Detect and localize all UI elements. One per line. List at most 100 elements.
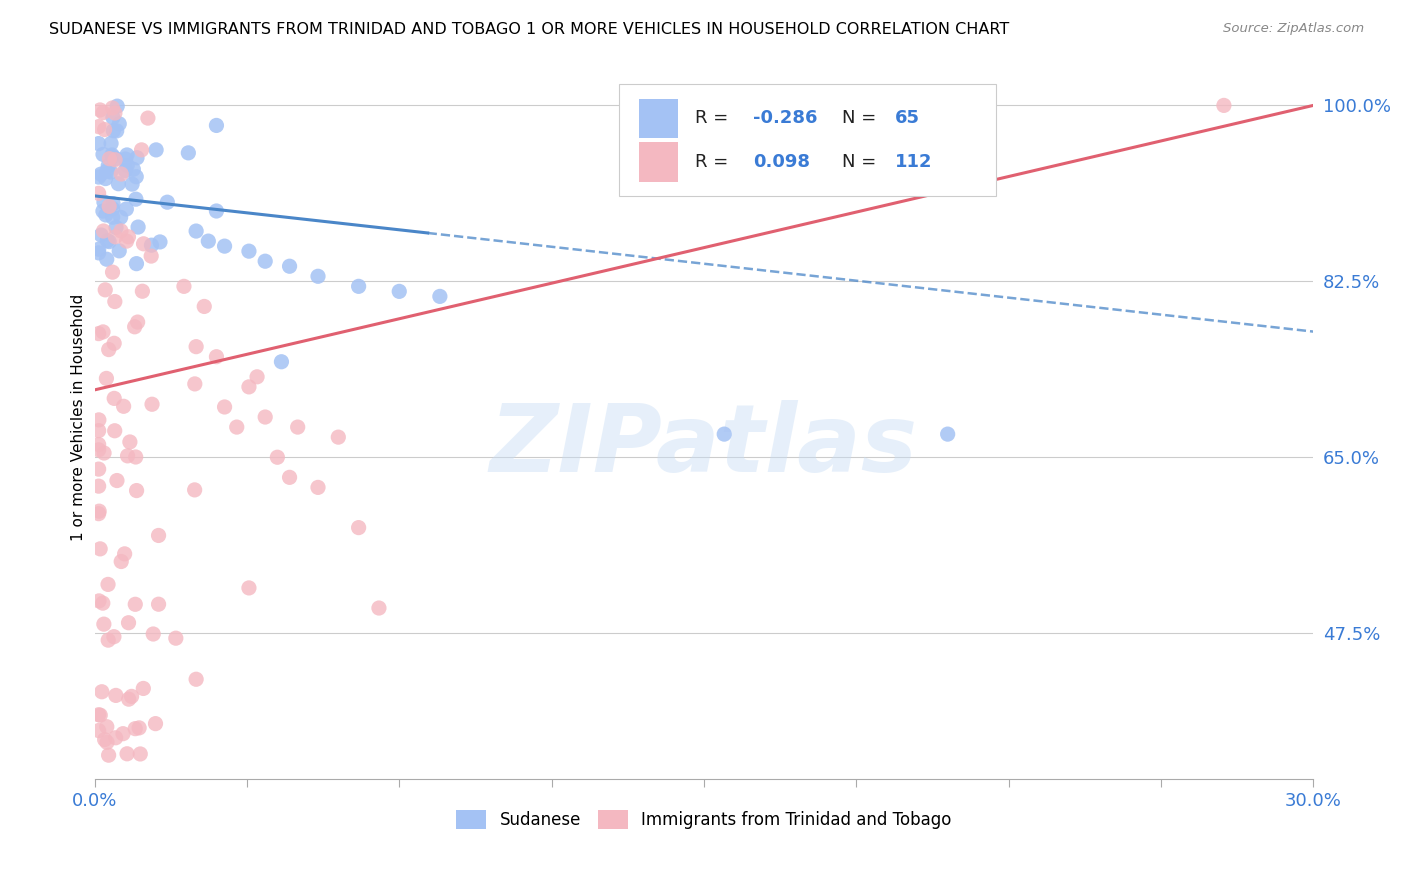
Point xyxy=(105,124,128,138)
Point xyxy=(184,340,207,354)
Point xyxy=(104,230,127,244)
Point xyxy=(100,136,122,151)
Point xyxy=(110,167,132,181)
Point xyxy=(107,177,129,191)
Point xyxy=(91,596,114,610)
Point xyxy=(91,105,114,120)
Point xyxy=(87,442,110,457)
Point xyxy=(307,480,329,494)
Point xyxy=(368,601,391,615)
Point xyxy=(118,692,141,706)
Point xyxy=(87,424,110,438)
Point xyxy=(100,165,122,179)
Point xyxy=(225,420,247,434)
Point xyxy=(145,716,167,731)
Point xyxy=(104,689,127,703)
Point xyxy=(87,242,110,256)
Point xyxy=(429,289,451,303)
Point xyxy=(287,420,309,434)
Text: N =: N = xyxy=(842,153,882,171)
Point xyxy=(347,279,370,293)
Point xyxy=(254,410,277,425)
Point xyxy=(87,413,110,427)
Point xyxy=(105,99,128,113)
Point xyxy=(101,202,124,216)
Point xyxy=(173,279,195,293)
Point xyxy=(101,101,124,115)
Point xyxy=(112,399,135,413)
Point xyxy=(104,424,127,438)
Point xyxy=(87,707,110,722)
Text: ZIPatlas: ZIPatlas xyxy=(489,400,918,492)
FancyBboxPatch shape xyxy=(619,84,997,196)
Point xyxy=(89,708,111,723)
Point xyxy=(98,199,121,213)
FancyBboxPatch shape xyxy=(640,142,678,182)
Point xyxy=(97,577,120,591)
Point xyxy=(183,483,205,497)
Point xyxy=(96,252,118,267)
Point xyxy=(117,615,139,630)
Point xyxy=(110,555,132,569)
Point xyxy=(388,285,411,299)
Point xyxy=(103,124,125,138)
Point xyxy=(115,148,138,162)
Point xyxy=(96,735,118,749)
Point xyxy=(125,483,148,498)
Point xyxy=(94,283,117,297)
Point xyxy=(97,159,120,173)
Point xyxy=(184,376,207,391)
Point xyxy=(148,528,170,542)
Point xyxy=(121,690,143,704)
Y-axis label: 1 or more Vehicles in Household: 1 or more Vehicles in Household xyxy=(72,293,86,541)
Point xyxy=(103,630,125,644)
Point xyxy=(104,152,127,166)
Point xyxy=(141,238,163,252)
Point xyxy=(278,259,301,273)
Point xyxy=(96,371,118,385)
Point xyxy=(87,507,110,521)
Point xyxy=(87,723,110,738)
Point xyxy=(125,169,148,184)
Point xyxy=(1212,98,1234,112)
Point xyxy=(238,581,260,595)
Point xyxy=(87,186,110,201)
Text: R =: R = xyxy=(696,153,734,171)
Point xyxy=(87,245,110,260)
Point xyxy=(101,111,124,125)
Point xyxy=(131,143,153,157)
Point xyxy=(125,450,148,464)
Point xyxy=(87,136,110,151)
Point xyxy=(114,163,136,178)
Point xyxy=(87,437,110,451)
Point xyxy=(89,103,111,117)
Point xyxy=(97,748,120,763)
Point xyxy=(87,120,110,134)
Point xyxy=(93,195,115,210)
Point xyxy=(124,319,146,334)
Point xyxy=(91,325,114,339)
Text: N =: N = xyxy=(842,110,882,128)
Point xyxy=(270,355,292,369)
Point xyxy=(205,119,228,133)
Point xyxy=(347,520,370,534)
Point xyxy=(205,350,228,364)
Point xyxy=(125,257,148,271)
Point xyxy=(205,204,228,219)
Point xyxy=(104,153,127,167)
Point xyxy=(87,462,110,476)
Point xyxy=(93,617,115,632)
Point xyxy=(125,192,148,206)
Point xyxy=(101,150,124,164)
Point xyxy=(149,235,172,249)
Point xyxy=(307,269,329,284)
Point xyxy=(177,145,200,160)
Point xyxy=(101,196,124,211)
Point xyxy=(91,204,114,219)
Point xyxy=(127,315,149,329)
Point xyxy=(246,369,269,384)
Point xyxy=(87,326,110,341)
Legend: Sudanese, Immigrants from Trinidad and Tobago: Sudanese, Immigrants from Trinidad and T… xyxy=(450,804,957,836)
Point xyxy=(266,450,288,465)
Point xyxy=(97,343,120,357)
